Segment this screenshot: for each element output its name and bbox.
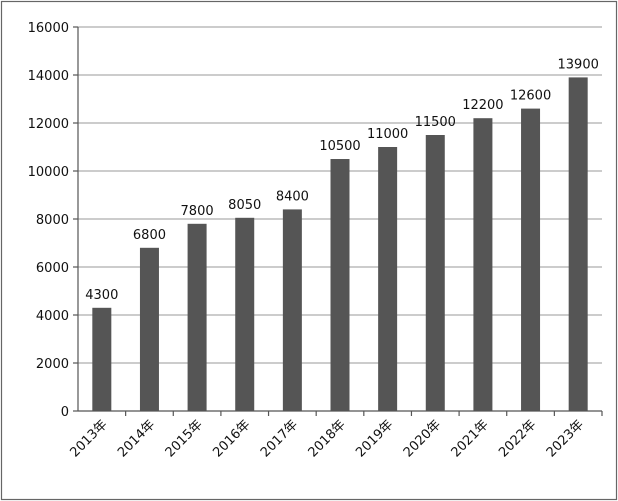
y-tick-label: 6000: [36, 261, 69, 276]
data-label: 8050: [228, 198, 261, 213]
data-label: 13900: [558, 57, 599, 72]
data-labels: 4300 6800 7800 8050 8400 10500 11000 11500 12200…: [85, 57, 599, 302]
y-tick-label: 0: [61, 405, 69, 420]
y-tick-label: 4000: [36, 309, 69, 324]
bar: [235, 217, 255, 411]
y-tick-label: 10000: [28, 165, 69, 180]
bar: [425, 135, 445, 411]
data-label: 11500: [415, 115, 456, 130]
bar: [187, 223, 207, 411]
bar: [378, 147, 398, 411]
bars: [92, 77, 588, 412]
data-label: 12200: [462, 98, 503, 113]
bar: [139, 247, 159, 411]
data-label: 10500: [319, 139, 360, 154]
bar: [473, 118, 493, 411]
data-label: 8400: [276, 189, 309, 204]
data-label: 6800: [133, 228, 166, 243]
bar: [568, 77, 588, 412]
y-tick-label: 2000: [36, 357, 69, 372]
y-tick-label: 16000: [28, 21, 69, 36]
y-tick-label: 14000: [28, 69, 69, 84]
data-label: 4300: [85, 288, 118, 303]
y-tick-label: 12000: [28, 117, 69, 132]
bar: [521, 108, 541, 411]
data-label: 7800: [181, 204, 214, 219]
bar: [330, 159, 350, 411]
bar: [282, 209, 302, 411]
data-label: 12600: [510, 89, 551, 104]
y-axis-ticks: 0 2000 4000 6000 8000 10000 12000 14000 16000: [28, 21, 78, 420]
y-tick-label: 8000: [36, 213, 69, 228]
data-label: 11000: [367, 127, 408, 142]
bar: [92, 307, 112, 411]
